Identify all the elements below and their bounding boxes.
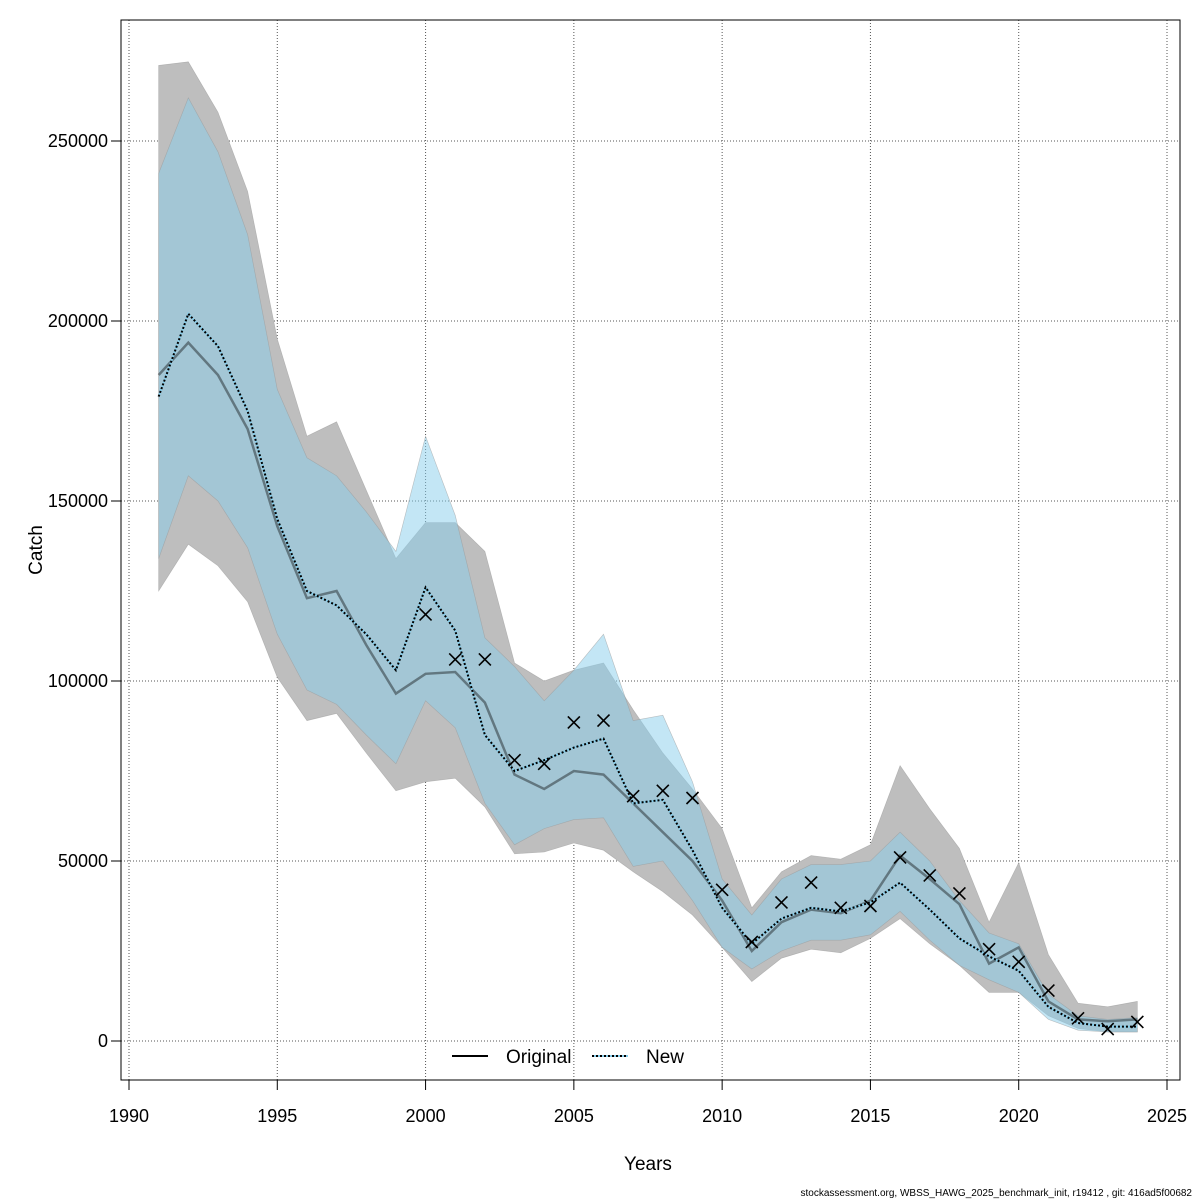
x-tick-label: 2005 bbox=[554, 1106, 594, 1126]
observation-point bbox=[715, 883, 729, 897]
y-tick-label: 50000 bbox=[58, 851, 108, 871]
x-mark bbox=[834, 901, 848, 915]
observation-point bbox=[1130, 1015, 1144, 1029]
x-mark bbox=[745, 935, 759, 949]
observation-point bbox=[448, 652, 462, 666]
observation-point bbox=[656, 784, 670, 798]
x-mark bbox=[685, 791, 700, 805]
observation-point bbox=[834, 901, 848, 915]
observations bbox=[419, 607, 1144, 1036]
observation-point bbox=[1071, 1011, 1085, 1025]
x-mark bbox=[804, 876, 818, 890]
observation-point bbox=[923, 868, 937, 882]
footer-note: stockassessment.org, WBSS_HAWG_2025_benc… bbox=[800, 1188, 1192, 1199]
x-axis-label: Years bbox=[624, 1154, 672, 1175]
x-mark bbox=[715, 883, 729, 897]
observation-point bbox=[982, 942, 996, 956]
y-axis-label: Catch bbox=[26, 525, 47, 575]
x-mark bbox=[626, 789, 640, 803]
observation-point bbox=[893, 850, 907, 864]
legend: Original New bbox=[452, 1047, 684, 1068]
x-mark bbox=[596, 714, 611, 728]
y-tick-label: 250000 bbox=[48, 131, 108, 151]
line-new bbox=[157, 311, 1138, 1028]
x-mark bbox=[982, 942, 996, 956]
axes: 1990 1995 2000 2005 2010 2015 2020 2025 0 50000 10… bbox=[48, 131, 1187, 1126]
x-tick-label: 2020 bbox=[999, 1106, 1039, 1126]
x-tick-label: 2000 bbox=[406, 1106, 446, 1126]
x-mark bbox=[567, 715, 581, 729]
y-tick-label: 150000 bbox=[48, 491, 108, 511]
observation-point bbox=[774, 895, 789, 909]
observation-point bbox=[804, 876, 818, 890]
x-mark bbox=[656, 784, 670, 798]
x-mark bbox=[448, 652, 462, 666]
observation-point bbox=[1041, 984, 1055, 998]
observation-point bbox=[567, 715, 581, 729]
confidence-bands bbox=[158, 61, 1138, 1033]
y-tick-label: 0 bbox=[98, 1031, 108, 1051]
observation-point bbox=[537, 757, 551, 771]
observation-point bbox=[507, 753, 522, 767]
x-mark bbox=[419, 607, 433, 621]
x-mark bbox=[537, 757, 551, 771]
x-mark bbox=[478, 652, 492, 666]
line-original bbox=[157, 340, 1138, 1023]
x-mark bbox=[863, 899, 877, 913]
x-mark bbox=[923, 868, 937, 882]
x-tick-label: 2010 bbox=[702, 1106, 742, 1126]
grid bbox=[121, 20, 1180, 1080]
x-mark bbox=[1101, 1022, 1115, 1036]
observation-point bbox=[1012, 955, 1026, 969]
x-tick-label: 2025 bbox=[1147, 1106, 1187, 1126]
observation-point bbox=[1101, 1022, 1115, 1036]
x-mark bbox=[774, 895, 789, 909]
x-mark bbox=[1041, 984, 1055, 998]
x-tick-label: 1995 bbox=[257, 1106, 297, 1126]
observation-point bbox=[596, 714, 611, 728]
observation-point bbox=[952, 886, 966, 900]
x-mark bbox=[1012, 955, 1026, 969]
x-tick-label: 2015 bbox=[850, 1106, 890, 1126]
legend-label-original: Original bbox=[506, 1047, 571, 1068]
observation-point bbox=[863, 899, 877, 913]
observation-point bbox=[419, 607, 433, 621]
observation-point bbox=[478, 652, 492, 666]
x-tick-label: 1990 bbox=[109, 1106, 149, 1126]
series-lines bbox=[157, 311, 1138, 1028]
y-tick-label: 100000 bbox=[48, 671, 108, 691]
x-mark bbox=[507, 753, 522, 767]
x-mark bbox=[952, 886, 966, 900]
x-mark bbox=[1130, 1015, 1144, 1029]
observation-point bbox=[745, 935, 759, 949]
band-new bbox=[158, 97, 1138, 1033]
y-tick-label: 200000 bbox=[48, 311, 108, 331]
observation-point bbox=[685, 791, 700, 805]
x-mark bbox=[1071, 1011, 1085, 1025]
observation-point bbox=[626, 789, 640, 803]
legend-label-new: New bbox=[646, 1047, 684, 1068]
x-mark bbox=[893, 850, 907, 864]
